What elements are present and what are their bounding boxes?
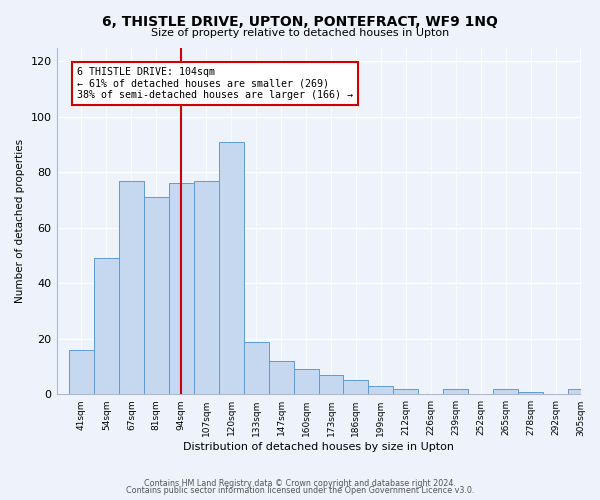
Text: 6, THISTLE DRIVE, UPTON, PONTEFRACT, WF9 1NQ: 6, THISTLE DRIVE, UPTON, PONTEFRACT, WF9… [102, 15, 498, 29]
Bar [394, 389, 418, 394]
Bar [69, 350, 94, 395]
X-axis label: Distribution of detached houses by size in Upton: Distribution of detached houses by size … [183, 442, 454, 452]
Text: 6 THISTLE DRIVE: 104sqm
← 61% of detached houses are smaller (269)
38% of semi-d: 6 THISTLE DRIVE: 104sqm ← 61% of detache… [77, 67, 353, 100]
Bar [518, 392, 543, 394]
Bar [244, 342, 269, 394]
Bar [319, 375, 343, 394]
Bar [443, 389, 468, 394]
Bar [493, 389, 518, 394]
Y-axis label: Number of detached properties: Number of detached properties [15, 139, 25, 303]
Text: Size of property relative to detached houses in Upton: Size of property relative to detached ho… [151, 28, 449, 38]
Text: Contains public sector information licensed under the Open Government Licence v3: Contains public sector information licen… [126, 486, 474, 495]
Bar [194, 180, 219, 394]
Bar [568, 389, 593, 394]
Bar [169, 184, 194, 394]
Text: Contains HM Land Registry data © Crown copyright and database right 2024.: Contains HM Land Registry data © Crown c… [144, 478, 456, 488]
Bar [94, 258, 119, 394]
Bar [219, 142, 244, 395]
Bar [144, 198, 169, 394]
Bar [343, 380, 368, 394]
Bar [368, 386, 394, 394]
Bar [119, 180, 144, 394]
Bar [293, 370, 319, 394]
Bar [269, 361, 293, 394]
